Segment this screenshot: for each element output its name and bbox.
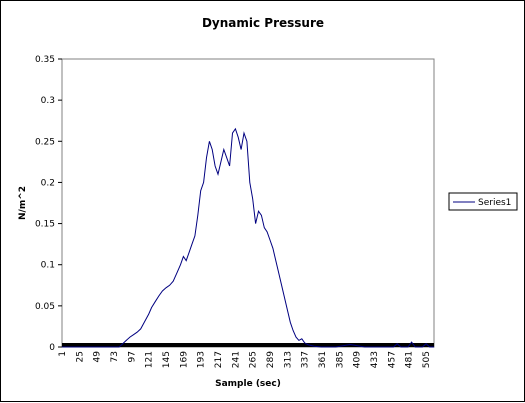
y-tick-label: 0.2 [41,178,55,188]
y-tick-label: 0.35 [35,55,55,65]
x-tick-label: 217 [214,351,224,368]
chart-title: Dynamic Pressure [202,16,324,30]
x-tick-label: 385 [335,351,345,368]
x-tick-label: 73 [110,351,120,362]
x-axis: 1 25 49 73 97 121 145 169 193 217 241 265 289 313 337 3… [58,351,432,368]
y-tick-label: 0 [49,343,55,353]
x-tick-label: 169 [179,351,189,368]
x-tick-label: 289 [266,351,276,368]
y-axis-label: N/m^2 [18,186,28,220]
x-tick-label: 457 [387,351,397,368]
y-tick-label: 0.1 [41,261,55,271]
x-tick-label: 241 [231,351,241,368]
y-tick-label: 0.25 [35,137,55,147]
y-tick-label: 0.05 [35,302,55,312]
x-tick-label: 361 [318,351,328,368]
x-tick-label: 193 [197,351,207,368]
x-tick-label: 121 [145,351,155,368]
x-tick-label: 313 [283,351,293,368]
baseline-band [62,343,434,347]
x-tick-label: 145 [162,351,172,368]
x-tick-label: 1 [58,351,68,357]
x-tick-label: 433 [370,351,380,368]
x-tick-label: 49 [93,351,103,363]
x-tick-label: 505 [422,351,432,368]
legend-series1-label: Series1 [478,198,511,208]
x-tick-label: 481 [405,351,415,368]
x-axis-label: Sample (sec) [215,379,281,389]
legend-box [448,192,518,211]
x-tick-label: 337 [301,351,311,368]
x-tick-label: 25 [75,351,85,362]
x-tick-label: 265 [249,351,259,368]
legend: Series1 [448,192,518,211]
y-tick-label: 0.15 [35,220,55,230]
x-tick-label: 97 [127,351,137,362]
plot-area [61,58,435,348]
series1-line [62,127,434,348]
x-tick-label: 409 [353,351,363,368]
y-axis: 0 0.05 0.1 0.15 0.2 0.25 0.3 0.35 [35,55,62,353]
y-tick-label: 0.3 [41,96,55,106]
